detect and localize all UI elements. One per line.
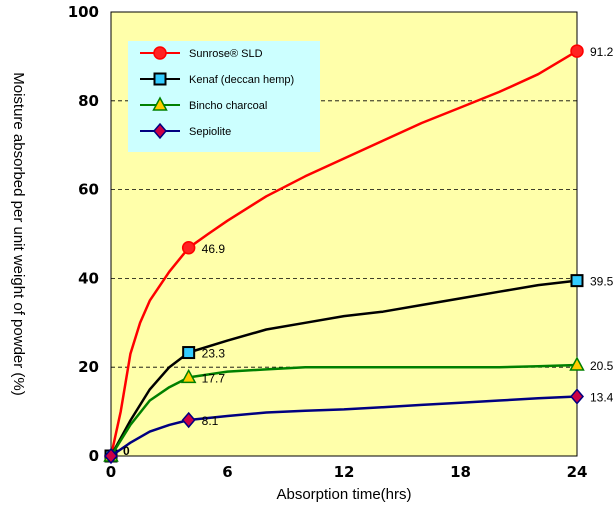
data-point-sepiolite-1 bbox=[181, 411, 196, 429]
y-axis-label: Moisture absorbed per unit weight of pow… bbox=[10, 72, 27, 396]
data-label-bincho-charcoal-2: 20.5 bbox=[590, 359, 614, 373]
legend-label-kenaf-deccan-hemp: Kenaf (deccan hemp) bbox=[189, 74, 294, 86]
data-label-sunrose-sld-2: 91.2 bbox=[590, 45, 614, 59]
legend-label-sunrose-sld: Sunrose® SLD bbox=[189, 48, 263, 60]
x-tick-0: 0 bbox=[106, 463, 116, 481]
y-tick-100: 100 bbox=[68, 3, 99, 21]
data-point-kenaf-deccan-hemp-2 bbox=[570, 274, 584, 288]
x-axis-label: Absorption time(hrs) bbox=[276, 486, 411, 503]
data-label-sepiolite-1: 8.1 bbox=[202, 414, 219, 428]
data-label-sepiolite-2: 13.4 bbox=[590, 391, 614, 405]
x-tick-18: 18 bbox=[450, 463, 471, 481]
series-layer: 46.9 91.2 23.3 39.5 17.7 20.5 0 8.1 13.4 bbox=[103, 44, 614, 465]
y-tick-80: 80 bbox=[78, 92, 99, 110]
legend-marker-kenaf-deccan-hemp bbox=[153, 72, 167, 86]
y-tick-40: 40 bbox=[78, 269, 99, 287]
tick-labels: 0 20 40 60 80 100 0 6 12 18 24 bbox=[68, 3, 588, 481]
data-label-kenaf-deccan-hemp-2: 39.5 bbox=[590, 275, 614, 289]
data-label-sepiolite-0: 0 bbox=[123, 444, 130, 458]
y-tick-60: 60 bbox=[78, 181, 99, 199]
data-point-kenaf-deccan-hemp-1 bbox=[182, 346, 196, 360]
x-tick-6: 6 bbox=[222, 463, 232, 481]
data-point-bincho-charcoal-1 bbox=[180, 368, 197, 384]
legend: Sunrose® SLD Kenaf (deccan hemp) Bincho ch… bbox=[128, 41, 320, 152]
legend-marker-sunrose-sld bbox=[153, 46, 167, 60]
x-tick-12: 12 bbox=[334, 463, 355, 481]
legend-marker-bincho-charcoal bbox=[152, 96, 168, 111]
data-label-sunrose-sld-1: 46.9 bbox=[202, 242, 226, 256]
data-point-sepiolite-0 bbox=[104, 447, 118, 465]
data-label-bincho-charcoal-1: 17.7 bbox=[202, 371, 226, 385]
x-tick-24: 24 bbox=[567, 463, 588, 481]
legend-marker-sepiolite bbox=[153, 122, 167, 140]
legend-label-bincho-charcoal: Bincho charcoal bbox=[189, 100, 267, 112]
series-line-kenaf-deccan-hemp bbox=[109, 279, 578, 457]
y-tick-20: 20 bbox=[78, 358, 99, 376]
data-point-sepiolite-2 bbox=[570, 388, 584, 405]
y-tick-0: 0 bbox=[89, 447, 99, 465]
legend-label-sepiolite: Sepiolite bbox=[189, 126, 231, 138]
data-label-kenaf-deccan-hemp-1: 23.3 bbox=[202, 347, 226, 361]
series-line-sunrose-sld bbox=[109, 50, 578, 457]
series-line-sepiolite bbox=[110, 395, 578, 458]
series-line-bincho-charcoal bbox=[109, 363, 578, 457]
data-point-sunrose-sld-1 bbox=[181, 241, 196, 255]
data-point-bincho-charcoal-2 bbox=[569, 356, 585, 371]
data-point-sunrose-sld-2 bbox=[570, 44, 584, 58]
